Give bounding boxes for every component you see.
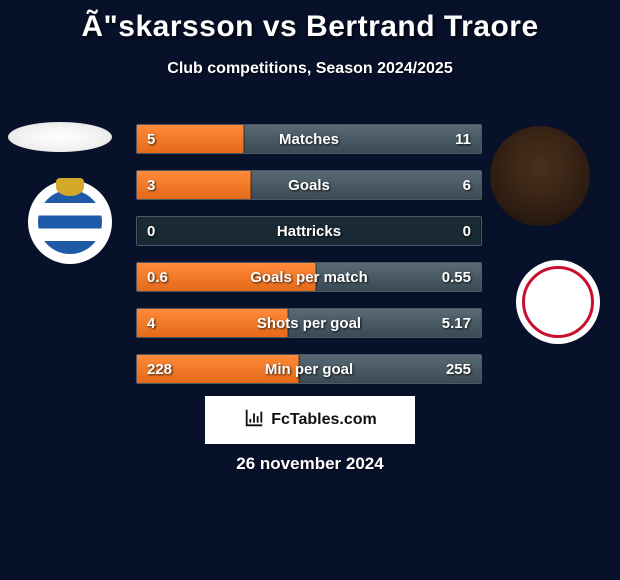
player1-avatar [8,122,112,152]
stat-row: 36Goals [136,170,482,200]
stat-row: 511Matches [136,124,482,154]
stat-row: 0.60.55Goals per match [136,262,482,292]
player2-avatar [490,126,590,226]
attribution-text: FcTables.com [271,411,377,429]
subtitle: Club competitions, Season 2024/2025 [0,60,620,78]
player2-club-badge [516,260,600,344]
stat-label: Shots per goal [137,315,481,332]
date-text: 26 november 2024 [0,454,620,474]
stat-label: Min per goal [137,361,481,378]
page-title: Ã"skarsson vs Bertrand Traore [0,0,620,44]
player1-club-badge [28,180,112,264]
chart-icon [243,407,265,434]
stat-label: Hattricks [137,223,481,240]
stat-label: Goals per match [137,269,481,286]
stat-label: Goals [137,177,481,194]
stat-row: 228255Min per goal [136,354,482,384]
stat-row: 45.17Shots per goal [136,308,482,338]
stat-label: Matches [137,131,481,148]
stat-row: 00Hattricks [136,216,482,246]
attribution-badge: FcTables.com [205,396,415,444]
stats-compare-chart: 511Matches 36Goals 00Hattricks 0.60.55Goals… [136,124,482,400]
